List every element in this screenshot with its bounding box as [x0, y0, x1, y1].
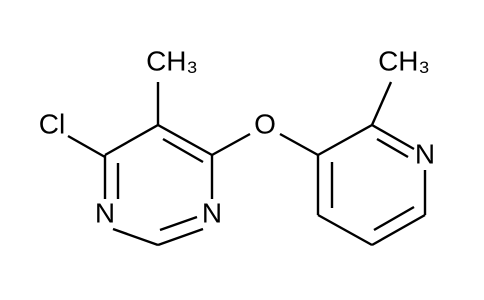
bond — [157, 123, 213, 157]
atom-label: N — [415, 138, 435, 169]
atom-label: CH₃ — [378, 45, 430, 76]
bond — [279, 132, 319, 157]
bonds — [67, 81, 427, 247]
bond — [371, 123, 415, 151]
bond — [376, 137, 409, 159]
atom-label: O — [254, 108, 276, 139]
bond — [67, 134, 106, 159]
bond — [104, 123, 159, 157]
atom-label: Cl — [39, 108, 65, 139]
bond — [162, 137, 204, 164]
bond — [157, 227, 204, 247]
bond — [211, 132, 251, 157]
atom-labels: Cl CH₃ O CH₃ N N N — [39, 45, 435, 228]
bond — [373, 205, 415, 232]
atom-label: CH₃ — [146, 45, 198, 76]
atom-label: N — [202, 197, 222, 228]
bond — [112, 227, 159, 247]
bond — [317, 213, 373, 247]
bond — [317, 123, 373, 157]
bond — [371, 213, 426, 247]
atom-label: N — [95, 197, 115, 228]
bond — [370, 81, 393, 126]
bond — [159, 215, 198, 232]
